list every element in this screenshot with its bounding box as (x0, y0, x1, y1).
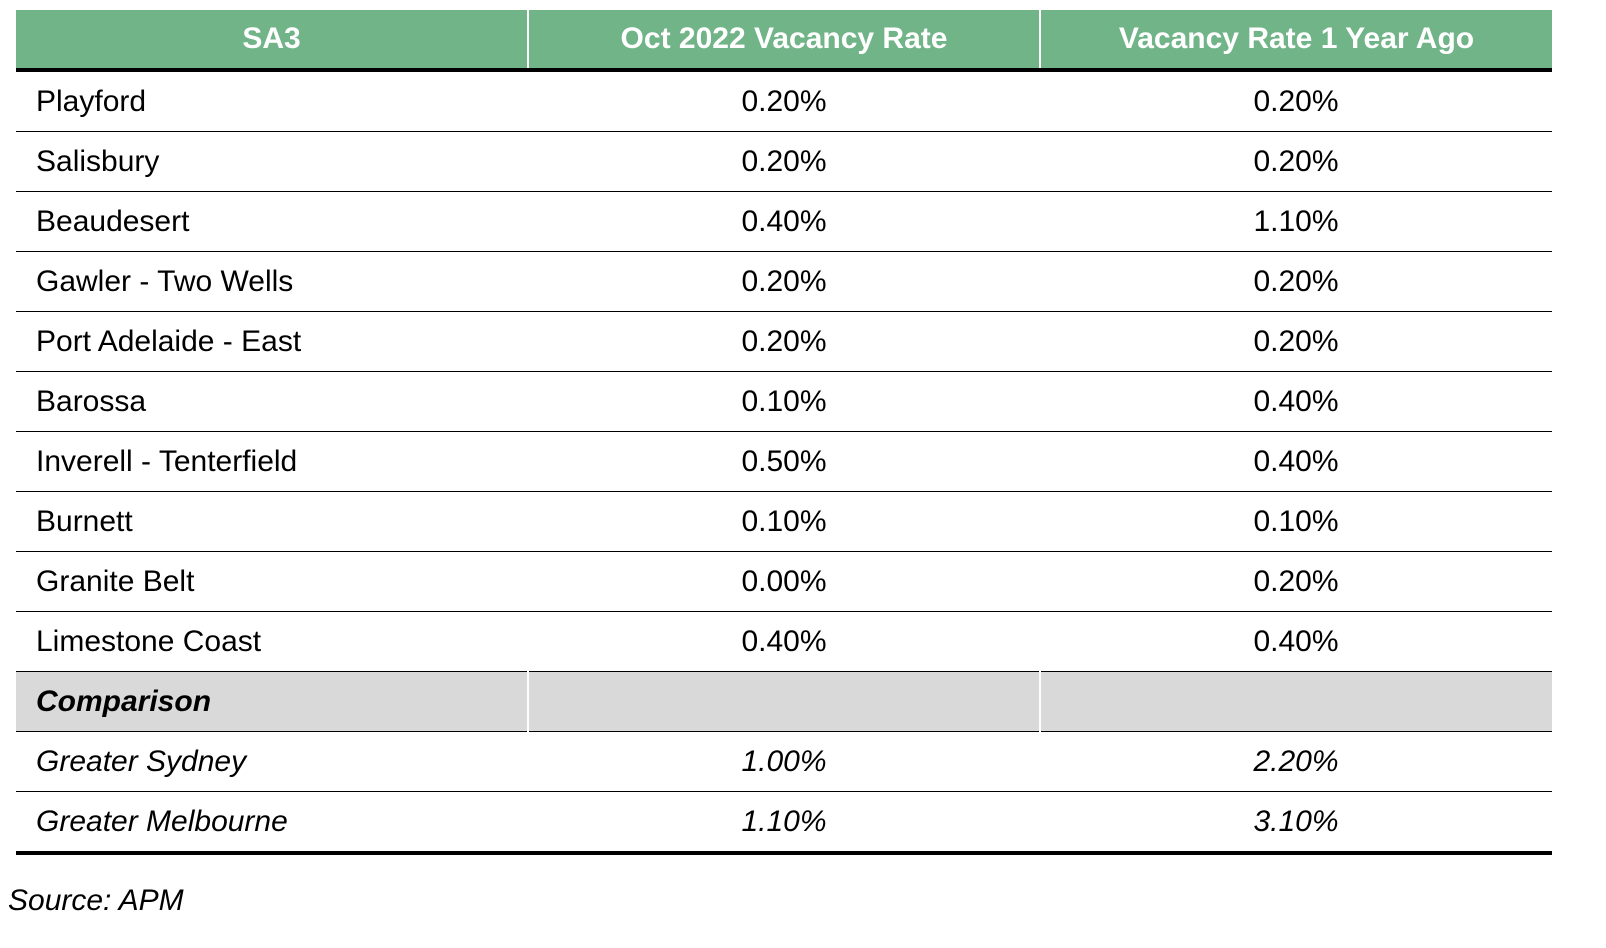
rate-cell: 0.50% (528, 431, 1040, 492)
region-cell: Beaudesert (16, 191, 528, 252)
rate-cell: 0.20% (1040, 70, 1552, 132)
section-filler (527, 671, 1040, 732)
column-header: Vacancy Rate 1 Year Ago (1039, 10, 1552, 72)
table-row: Beaudesert 0.40% 1.10% (16, 191, 1552, 252)
table-row: Port Adelaide - East 0.20% 0.20% (16, 311, 1552, 372)
region-cell: Barossa (16, 371, 528, 432)
rate-cell: 0.10% (528, 371, 1040, 432)
rate-cell: 0.20% (1040, 131, 1552, 192)
region-cell: Salisbury (16, 131, 528, 192)
table-row: Playford 0.20% 0.20% (16, 70, 1552, 132)
comparison-row: Greater Sydney 1.00% 2.20% (16, 731, 1552, 792)
rate-cell: 2.20% (1040, 731, 1552, 792)
region-cell: Playford (16, 70, 528, 132)
rate-cell: 0.20% (1040, 551, 1552, 612)
rate-cell: 0.10% (528, 491, 1040, 552)
source-note: Source: APM (8, 884, 184, 917)
table-row: Granite Belt 0.00% 0.20% (16, 551, 1552, 612)
region-cell: Limestone Coast (16, 611, 528, 672)
rate-cell: 0.20% (528, 311, 1040, 372)
rate-cell: 0.20% (528, 251, 1040, 312)
table-row: Gawler - Two Wells 0.20% 0.20% (16, 251, 1552, 312)
region-cell: Granite Belt (16, 551, 528, 612)
region-cell: Greater Sydney (16, 731, 528, 792)
region-cell: Greater Melbourne (16, 791, 528, 855)
rate-cell: 3.10% (1040, 791, 1552, 855)
region-cell: Burnett (16, 491, 528, 552)
rate-cell: 0.20% (1040, 251, 1552, 312)
rate-cell: 0.10% (1040, 491, 1552, 552)
section-row: Comparison (16, 671, 1552, 732)
rate-cell: 0.40% (528, 191, 1040, 252)
section-filler (1039, 671, 1552, 732)
comparison-row: Greater Melbourne 1.10% 3.10% (16, 791, 1552, 855)
rate-cell: 0.20% (1040, 311, 1552, 372)
rate-cell: 0.20% (528, 70, 1040, 132)
rate-cell: 0.40% (1040, 431, 1552, 492)
table-row: Salisbury 0.20% 0.20% (16, 131, 1552, 192)
table-head: SA3 Oct 2022 Vacancy Rate Vacancy Rate 1 Y… (16, 10, 1552, 72)
rate-cell: 0.00% (528, 551, 1040, 612)
region-cell: Gawler - Two Wells (16, 251, 528, 312)
rate-cell: 0.40% (528, 611, 1040, 672)
rate-cell: 1.00% (528, 731, 1040, 792)
rate-cell: 0.20% (528, 131, 1040, 192)
vacancy-table: SA3 Oct 2022 Vacancy Rate Vacancy Rate 1 Y… (16, 10, 1552, 855)
rate-cell: 0.40% (1040, 371, 1552, 432)
header-row: SA3 Oct 2022 Vacancy Rate Vacancy Rate 1 Y… (16, 10, 1552, 72)
table-row: Limestone Coast 0.40% 0.40% (16, 611, 1552, 672)
rate-cell: 1.10% (528, 791, 1040, 855)
column-header: SA3 (16, 10, 528, 72)
section-label: Comparison (16, 671, 528, 732)
table-row: Barossa 0.10% 0.40% (16, 371, 1552, 432)
rate-cell: 1.10% (1040, 191, 1552, 252)
column-header: Oct 2022 Vacancy Rate (527, 10, 1040, 72)
rate-cell: 0.40% (1040, 611, 1552, 672)
table-row: Inverell - Tenterfield 0.50% 0.40% (16, 431, 1552, 492)
table-row: Burnett 0.10% 0.10% (16, 491, 1552, 552)
region-cell: Inverell - Tenterfield (16, 431, 528, 492)
table-body: Playford 0.20% 0.20% Salisbury 0.20% 0.20% Bea… (16, 70, 1552, 855)
region-cell: Port Adelaide - East (16, 311, 528, 372)
